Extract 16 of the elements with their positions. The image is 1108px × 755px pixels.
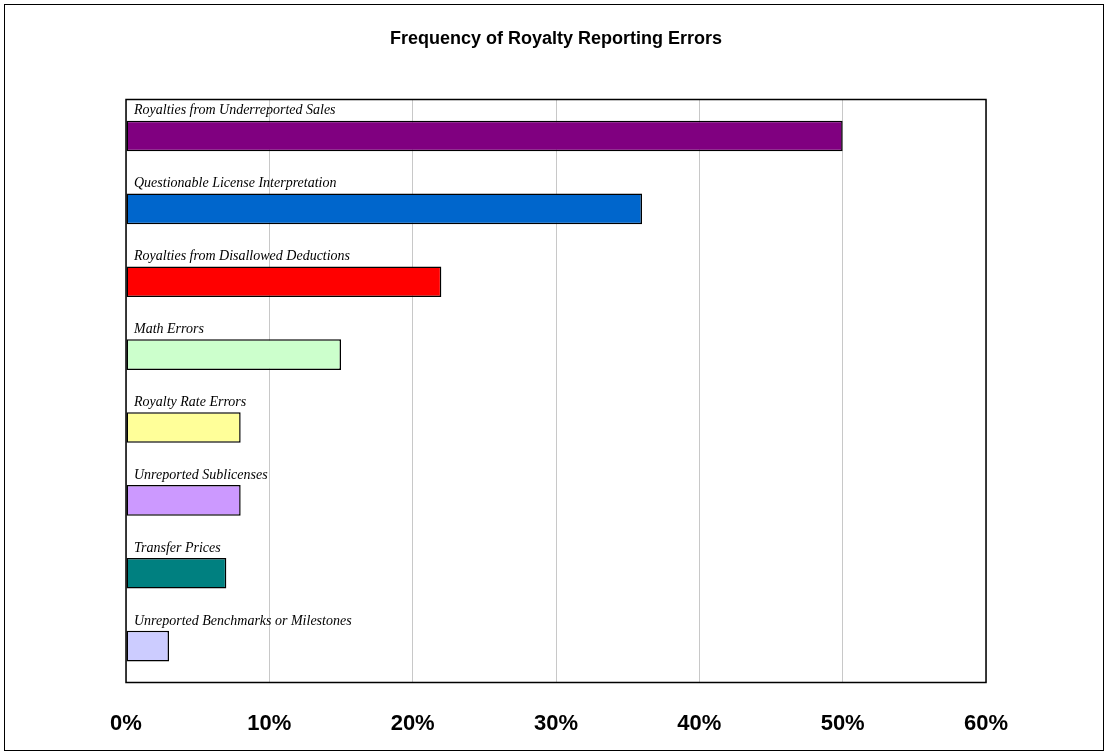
x-tick-label: 60% xyxy=(963,709,1009,735)
y-tick-label: Transfer Prices xyxy=(134,539,222,555)
x-tick-label: 30% xyxy=(533,709,579,735)
y-tick-label: Math Errors xyxy=(133,321,205,337)
y-tick-label: Royalties from Underreported Sales xyxy=(133,102,337,118)
x-tick-label: 50% xyxy=(820,709,865,735)
x-tick-label: 40% xyxy=(677,709,722,735)
x-tick-label: 0% xyxy=(110,709,142,735)
y-tick-label: Unreported Benchmarks or Milestones xyxy=(134,612,353,628)
x-tick-label: 20% xyxy=(390,709,435,735)
chart-title: Frequency of Royalty Reporting Errors xyxy=(389,27,723,48)
x-tick-label: 10% xyxy=(247,709,292,735)
y-tick-label: Unreported Sublicenses xyxy=(134,466,269,482)
y-tick-label: Royalties from Disallowed Deductions xyxy=(133,248,351,264)
y-tick-label: Questionable License Interpretation xyxy=(134,175,337,191)
y-tick-label: Royalty Rate Errors xyxy=(133,393,247,409)
